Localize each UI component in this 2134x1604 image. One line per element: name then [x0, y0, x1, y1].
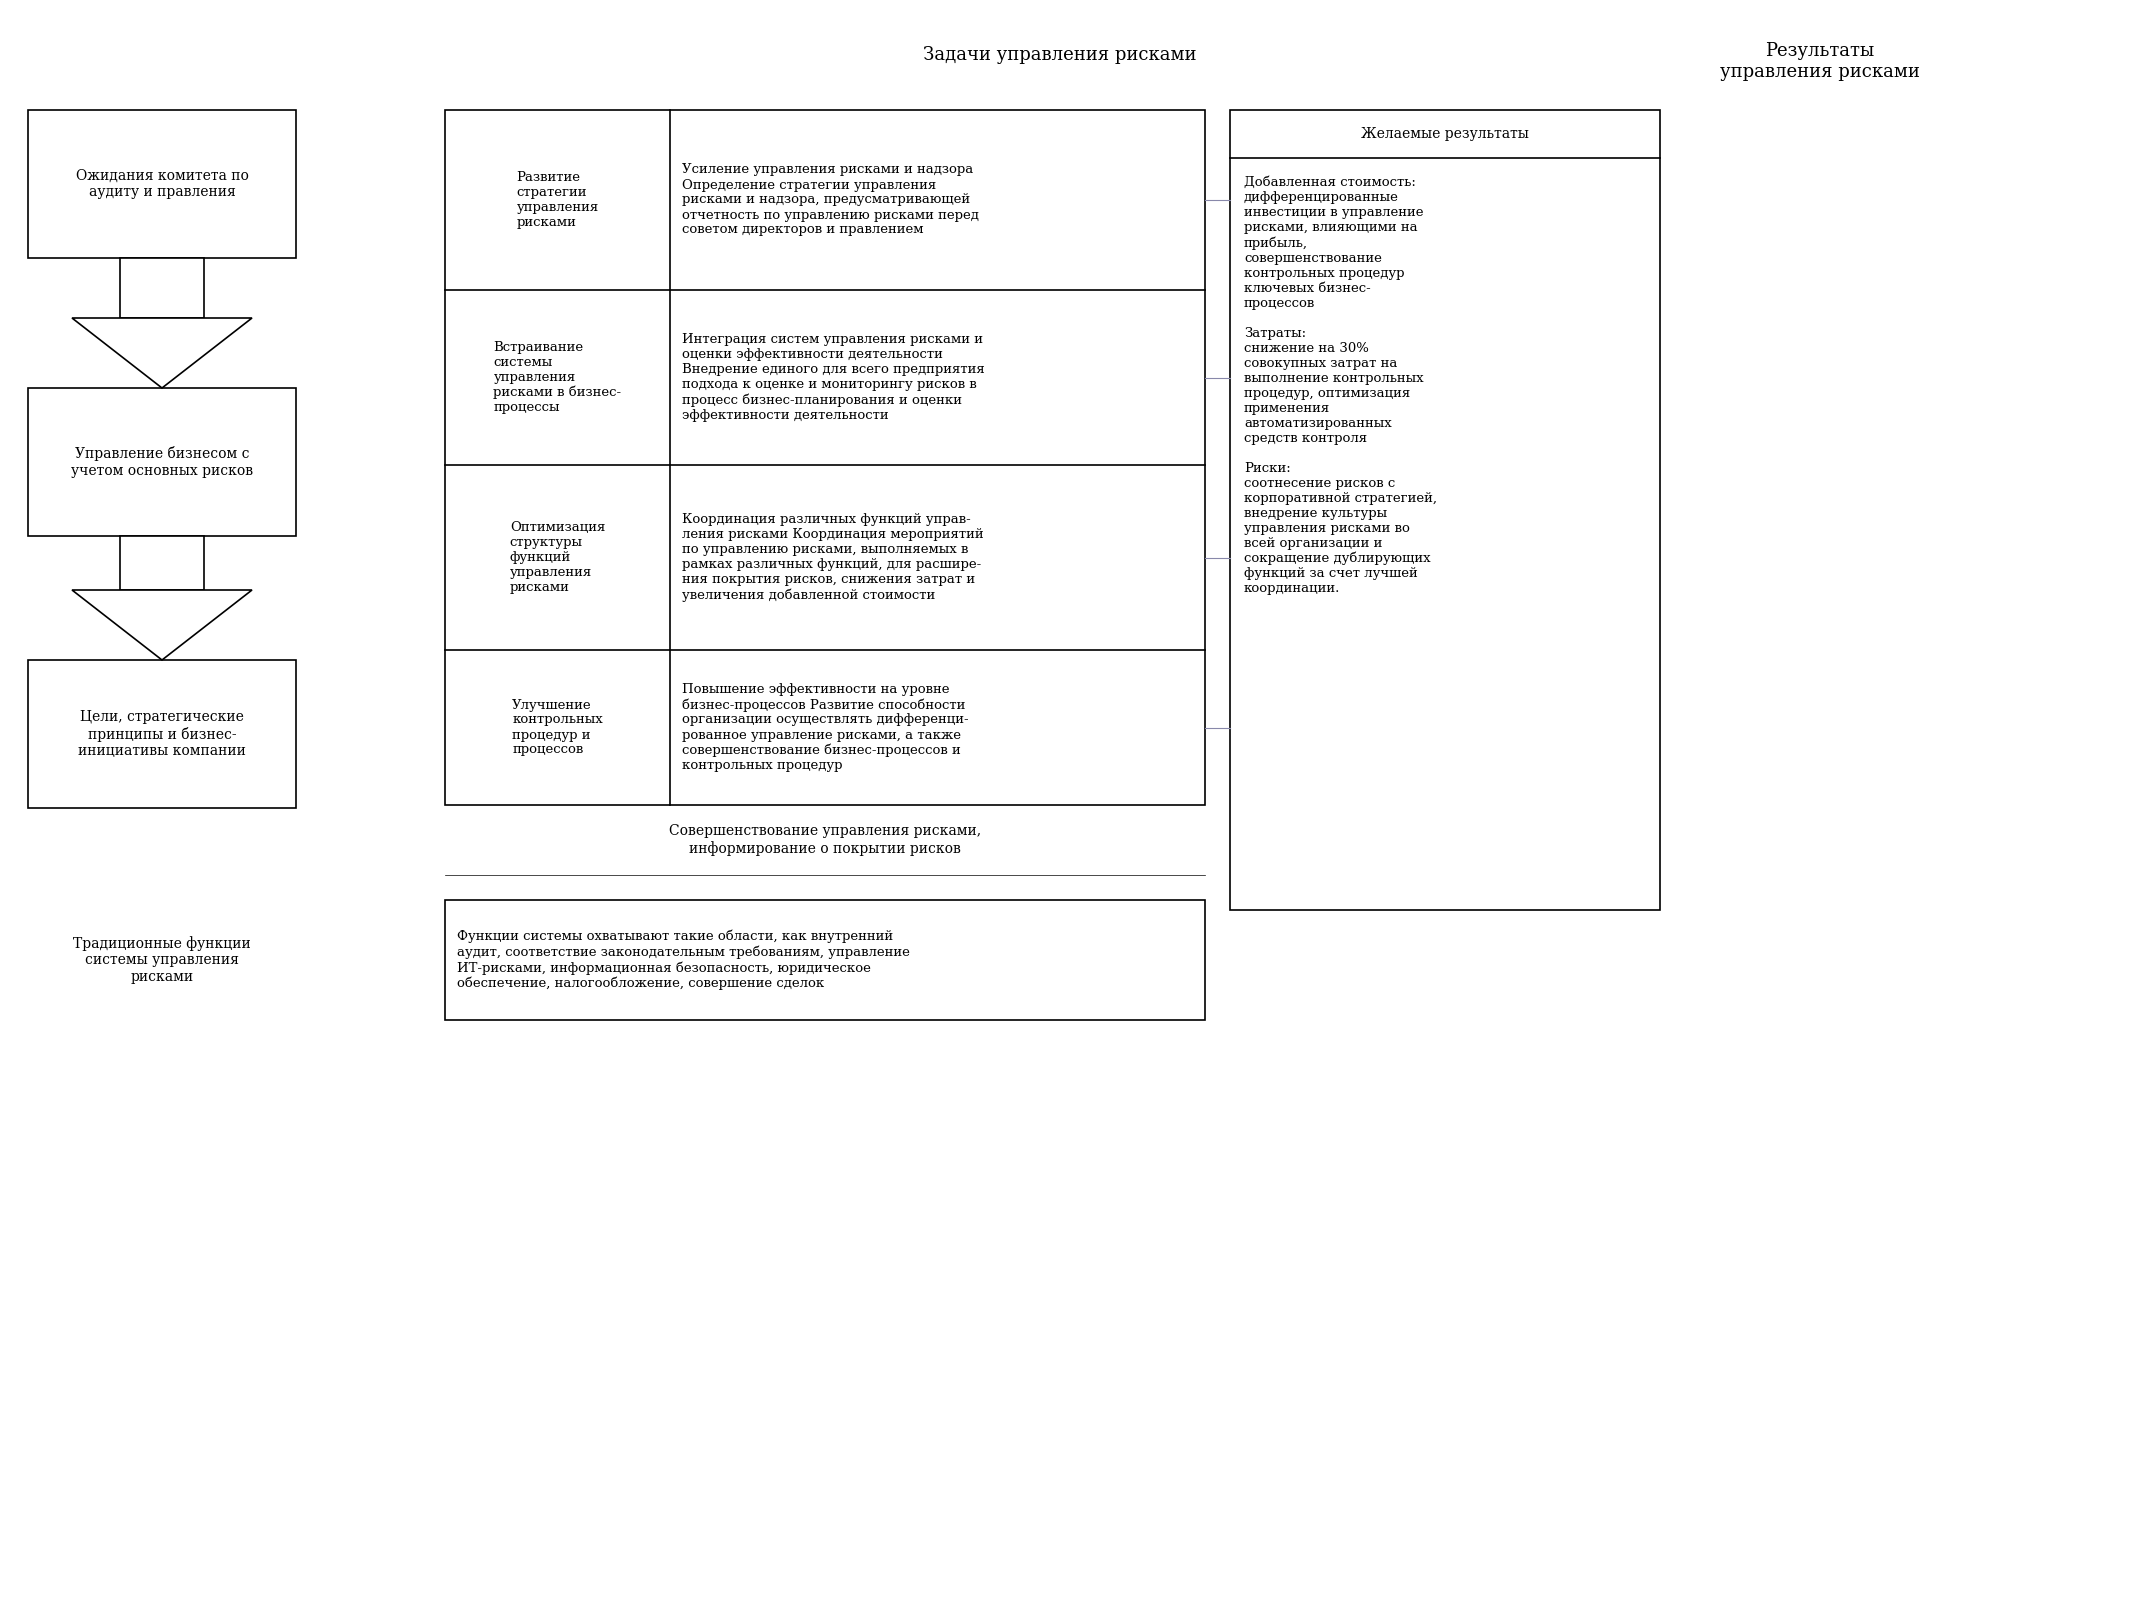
Text: Задачи управления рисками: Задачи управления рисками	[924, 47, 1197, 64]
Text: Усиление управления рисками и надзора
Определение стратегии управления
рисками и: Усиление управления рисками и надзора Оп…	[683, 164, 980, 236]
Bar	[120, 536, 205, 590]
Bar	[446, 111, 1206, 805]
Bar	[120, 258, 205, 318]
Bar	[1229, 111, 1660, 909]
Text: Традиционные функции
системы управления
рисками: Традиционные функции системы управления …	[73, 937, 252, 983]
Text: Повышение эффективности на уровне
бизнес-процессов Развитие способности
организа: Повышение эффективности на уровне бизнес…	[683, 683, 969, 772]
Text: Функции системы охватывают такие области, как внутренний
аудит, соответствие зак: Функции системы охватывают такие области…	[457, 930, 909, 990]
Text: Совершенствование управления рисками,
информирование о покрытии рисков: Совершенствование управления рисками, ин…	[668, 824, 982, 855]
Text: Встраивание
системы
управления
рисками в бизнес-
процессы: Встраивание системы управления рисками в…	[493, 340, 621, 414]
Text: Координация различных функций управ-
ления рисками Координация мероприятий
по уп: Координация различных функций управ- лен…	[683, 513, 984, 602]
Text: Интеграция систем управления рисками и
оценки эффективности деятельности
Внедрен: Интеграция систем управления рисками и о…	[683, 334, 984, 422]
Bar	[28, 388, 297, 536]
Text: Добавленная стоимость:
дифференцированные
инвестиции в управление
рисками, влияю: Добавленная стоимость: дифференцированны…	[1244, 176, 1436, 595]
Polygon shape	[73, 590, 252, 659]
Text: Цели, стратегические
принципы и бизнес-
инициативы компании: Цели, стратегические принципы и бизнес- …	[79, 711, 245, 757]
Text: Улучшение
контрольных
процедур и
процессов: Улучшение контрольных процедур и процесс…	[512, 698, 604, 757]
Text: Оптимизация
структуры
функций
управления
рисками: Оптимизация структуры функций управления…	[510, 521, 606, 593]
Text: Управление бизнесом с
учетом основных рисков: Управление бизнесом с учетом основных ри…	[70, 446, 254, 478]
Bar	[28, 659, 297, 808]
Polygon shape	[73, 318, 252, 388]
Text: Желаемые результаты: Желаемые результаты	[1361, 127, 1528, 141]
Text: Ожидания комитета по
аудиту и правления: Ожидания комитета по аудиту и правления	[75, 168, 248, 199]
Bar	[28, 111, 297, 258]
Bar	[446, 900, 1206, 1020]
Text: Развитие
стратегии
управления
рисками: Развитие стратегии управления рисками	[516, 172, 600, 229]
Text: Результаты
управления рисками: Результаты управления рисками	[1720, 42, 1921, 80]
